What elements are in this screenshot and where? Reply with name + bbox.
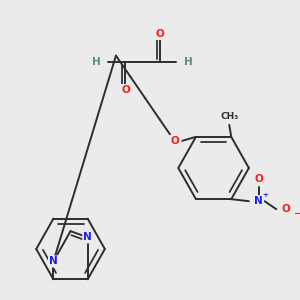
Text: N: N bbox=[83, 232, 92, 242]
Text: O: O bbox=[155, 29, 164, 39]
Text: H: H bbox=[184, 57, 193, 67]
Text: O: O bbox=[170, 136, 179, 146]
Text: N: N bbox=[254, 196, 263, 206]
Text: N: N bbox=[49, 256, 58, 266]
Text: +: + bbox=[262, 192, 268, 198]
Text: O: O bbox=[282, 204, 290, 214]
Text: O: O bbox=[121, 85, 130, 95]
Text: O: O bbox=[254, 174, 263, 184]
Text: −: − bbox=[293, 209, 300, 218]
Text: H: H bbox=[92, 57, 100, 67]
Text: CH₃: CH₃ bbox=[220, 112, 238, 121]
